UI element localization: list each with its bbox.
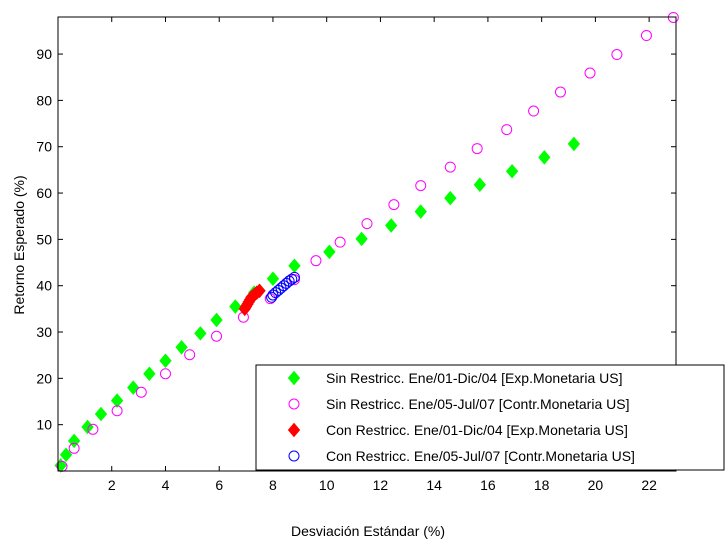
series-3-point [253,283,266,299]
y-tick-label: 70 [36,139,52,155]
series-1-point [385,218,398,233]
legend-label-4: Con Restricc. Ene/05-Jul/07 [Contr.Monet… [326,448,635,464]
series-1-point [229,299,242,314]
data-markers [54,11,679,473]
y-tick-label: 10 [36,417,52,433]
plot-frame [57,16,677,472]
x-tick-label: 8 [269,477,277,493]
series-4-point [283,275,295,287]
series-1-point [505,163,519,179]
series-1-point [175,340,188,355]
series-1-point [266,271,280,287]
series-1-point [567,136,581,152]
x-tick-label: 2 [108,477,116,493]
series-4-point [286,273,298,285]
series-2-point [334,236,346,248]
series-1-point [143,366,156,381]
series-1-point [59,447,73,463]
series-2-point [184,349,196,361]
series-1-point [94,406,108,422]
legend-marker-4 [288,450,300,462]
series-2-point [159,368,171,380]
x-tick-label: 6 [215,477,223,493]
series-1-point [444,190,457,206]
series-2-point [528,105,540,117]
series-2-point [310,255,322,267]
x-tick-label: 20 [588,477,604,493]
x-tick-label: 12 [373,477,389,493]
legend-marker-1 [287,370,301,386]
y-tick-label: 30 [36,324,52,340]
series-1-point [110,393,124,408]
y-tick-label: 60 [36,185,52,201]
series-2-point [471,143,483,155]
legend-marker-3 [287,422,301,438]
legend-label-1: Sin Restricc. Ene/01-Dic/04 [Exp.Monetar… [326,370,622,386]
series-2-point [87,423,99,435]
series-2-point [135,386,147,398]
series-2-point [611,49,623,61]
legend-label-3: Con Restricc. Ene/01-Dic/04 [Exp.Monetar… [326,422,628,438]
y-tick-label: 20 [36,370,52,386]
y-tick-label: 90 [36,46,52,62]
series-2-point [554,86,566,98]
series-1-point [355,231,368,247]
legend-label-2: Sin Restricc. Ene/05-Jul/07 [Contr.Monet… [326,396,629,412]
series-2-point [640,30,652,42]
series-2-point [584,67,596,79]
series-2-point [415,180,427,192]
y-axis-title: Retorno Esperado (%) [11,175,27,314]
series-1-point [210,312,223,328]
x-tick-label: 16 [480,477,496,493]
series-4-point [288,271,300,283]
x-tick-label: 10 [319,477,335,493]
series-2-point [211,330,223,342]
legend-box [255,364,725,471]
series-2-point [444,161,456,173]
y-tick-label: 40 [36,278,52,294]
series-2-point [111,405,123,417]
y-tick-label: 50 [36,231,52,247]
x-tick-label: 18 [534,477,550,493]
series-1-point [473,177,487,192]
series-1-point [159,353,172,369]
legend: Sin Restricc. Ene/01-Dic/04 [Exp.Monetar… [255,364,725,471]
series-1-point [414,204,427,219]
x-axis-title: Desviación Estándar (%) [291,523,445,539]
series-1-point [323,244,336,260]
series-2-point [501,124,513,136]
series-2-point [388,199,400,211]
x-tick-label: 22 [641,477,657,493]
series-1-point [194,326,207,341]
x-tick-label: 14 [426,477,442,493]
legend-marker-2 [288,398,300,410]
axes: 2 4 6 8 10 12 14 16 18 20 22 10 20 30 40 50 60 70 80 90 [36,16,677,493]
y-tick-label: 80 [36,92,52,108]
series-1-point [538,150,551,165]
series-2-point [361,218,373,230]
x-tick-label: 4 [162,477,170,493]
series-2-point [68,442,80,454]
